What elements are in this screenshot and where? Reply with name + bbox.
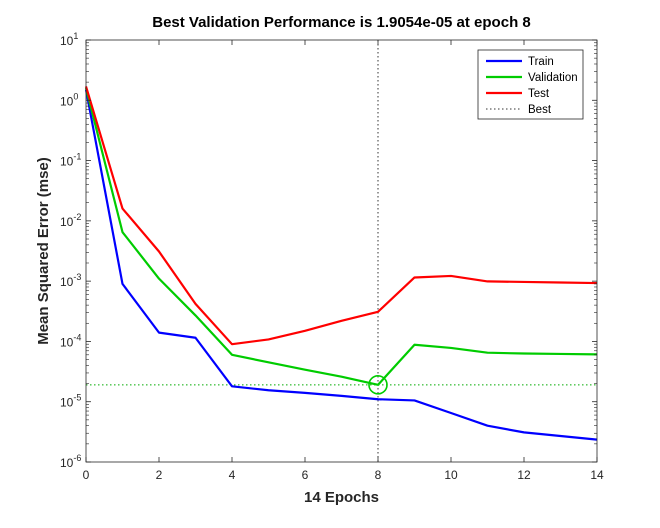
series-test-line xyxy=(84,86,598,346)
x-tick-label: 2 xyxy=(156,468,163,482)
best-marker xyxy=(368,375,388,395)
legend-label-train: Train xyxy=(528,56,554,68)
plot-frame xyxy=(85,39,598,463)
y-tick-label: 101 xyxy=(60,31,78,48)
series-lines xyxy=(84,86,598,441)
y-tick-label: 10-6 xyxy=(60,453,81,470)
y-tick-label: 10-2 xyxy=(60,212,81,229)
series-train-line xyxy=(84,89,598,441)
x-tick-label: 8 xyxy=(375,468,382,482)
y-tick-label: 10-3 xyxy=(60,272,81,289)
x-tick-label: 0 xyxy=(83,468,90,482)
y-tick-label: 10-1 xyxy=(60,152,81,169)
x-axis-label: 14 Epochs xyxy=(304,489,379,506)
x-tick-label: 4 xyxy=(229,468,236,482)
y-axis-ticks: 10-6 10-5 10-4 10-3 10-2 10-1 100 101 xyxy=(60,31,597,470)
legend-label-test: Test xyxy=(528,88,550,100)
x-axis-ticks: 0 2 4 6 8 10 12 14 xyxy=(83,40,604,482)
x-tick-label: 14 xyxy=(590,468,604,482)
legend-label-best: Best xyxy=(528,104,552,116)
series-validation-line xyxy=(84,87,598,386)
x-tick-label: 6 xyxy=(302,468,309,482)
y-tick-label: 10-5 xyxy=(60,393,81,410)
legend: Train Validation Test Best xyxy=(477,49,584,120)
best-guides xyxy=(86,40,597,462)
y-tick-label: 10-4 xyxy=(60,332,81,349)
legend-label-validation: Validation xyxy=(528,72,578,84)
y-axis-label: Mean Squared Error (mse) xyxy=(35,157,52,345)
y-tick-label: 100 xyxy=(60,91,78,108)
chart-title: Best Validation Performance is 1.9054e-0… xyxy=(152,14,531,31)
x-tick-label: 10 xyxy=(444,468,458,482)
x-tick-label: 12 xyxy=(517,468,531,482)
best-marker-group xyxy=(368,375,388,395)
